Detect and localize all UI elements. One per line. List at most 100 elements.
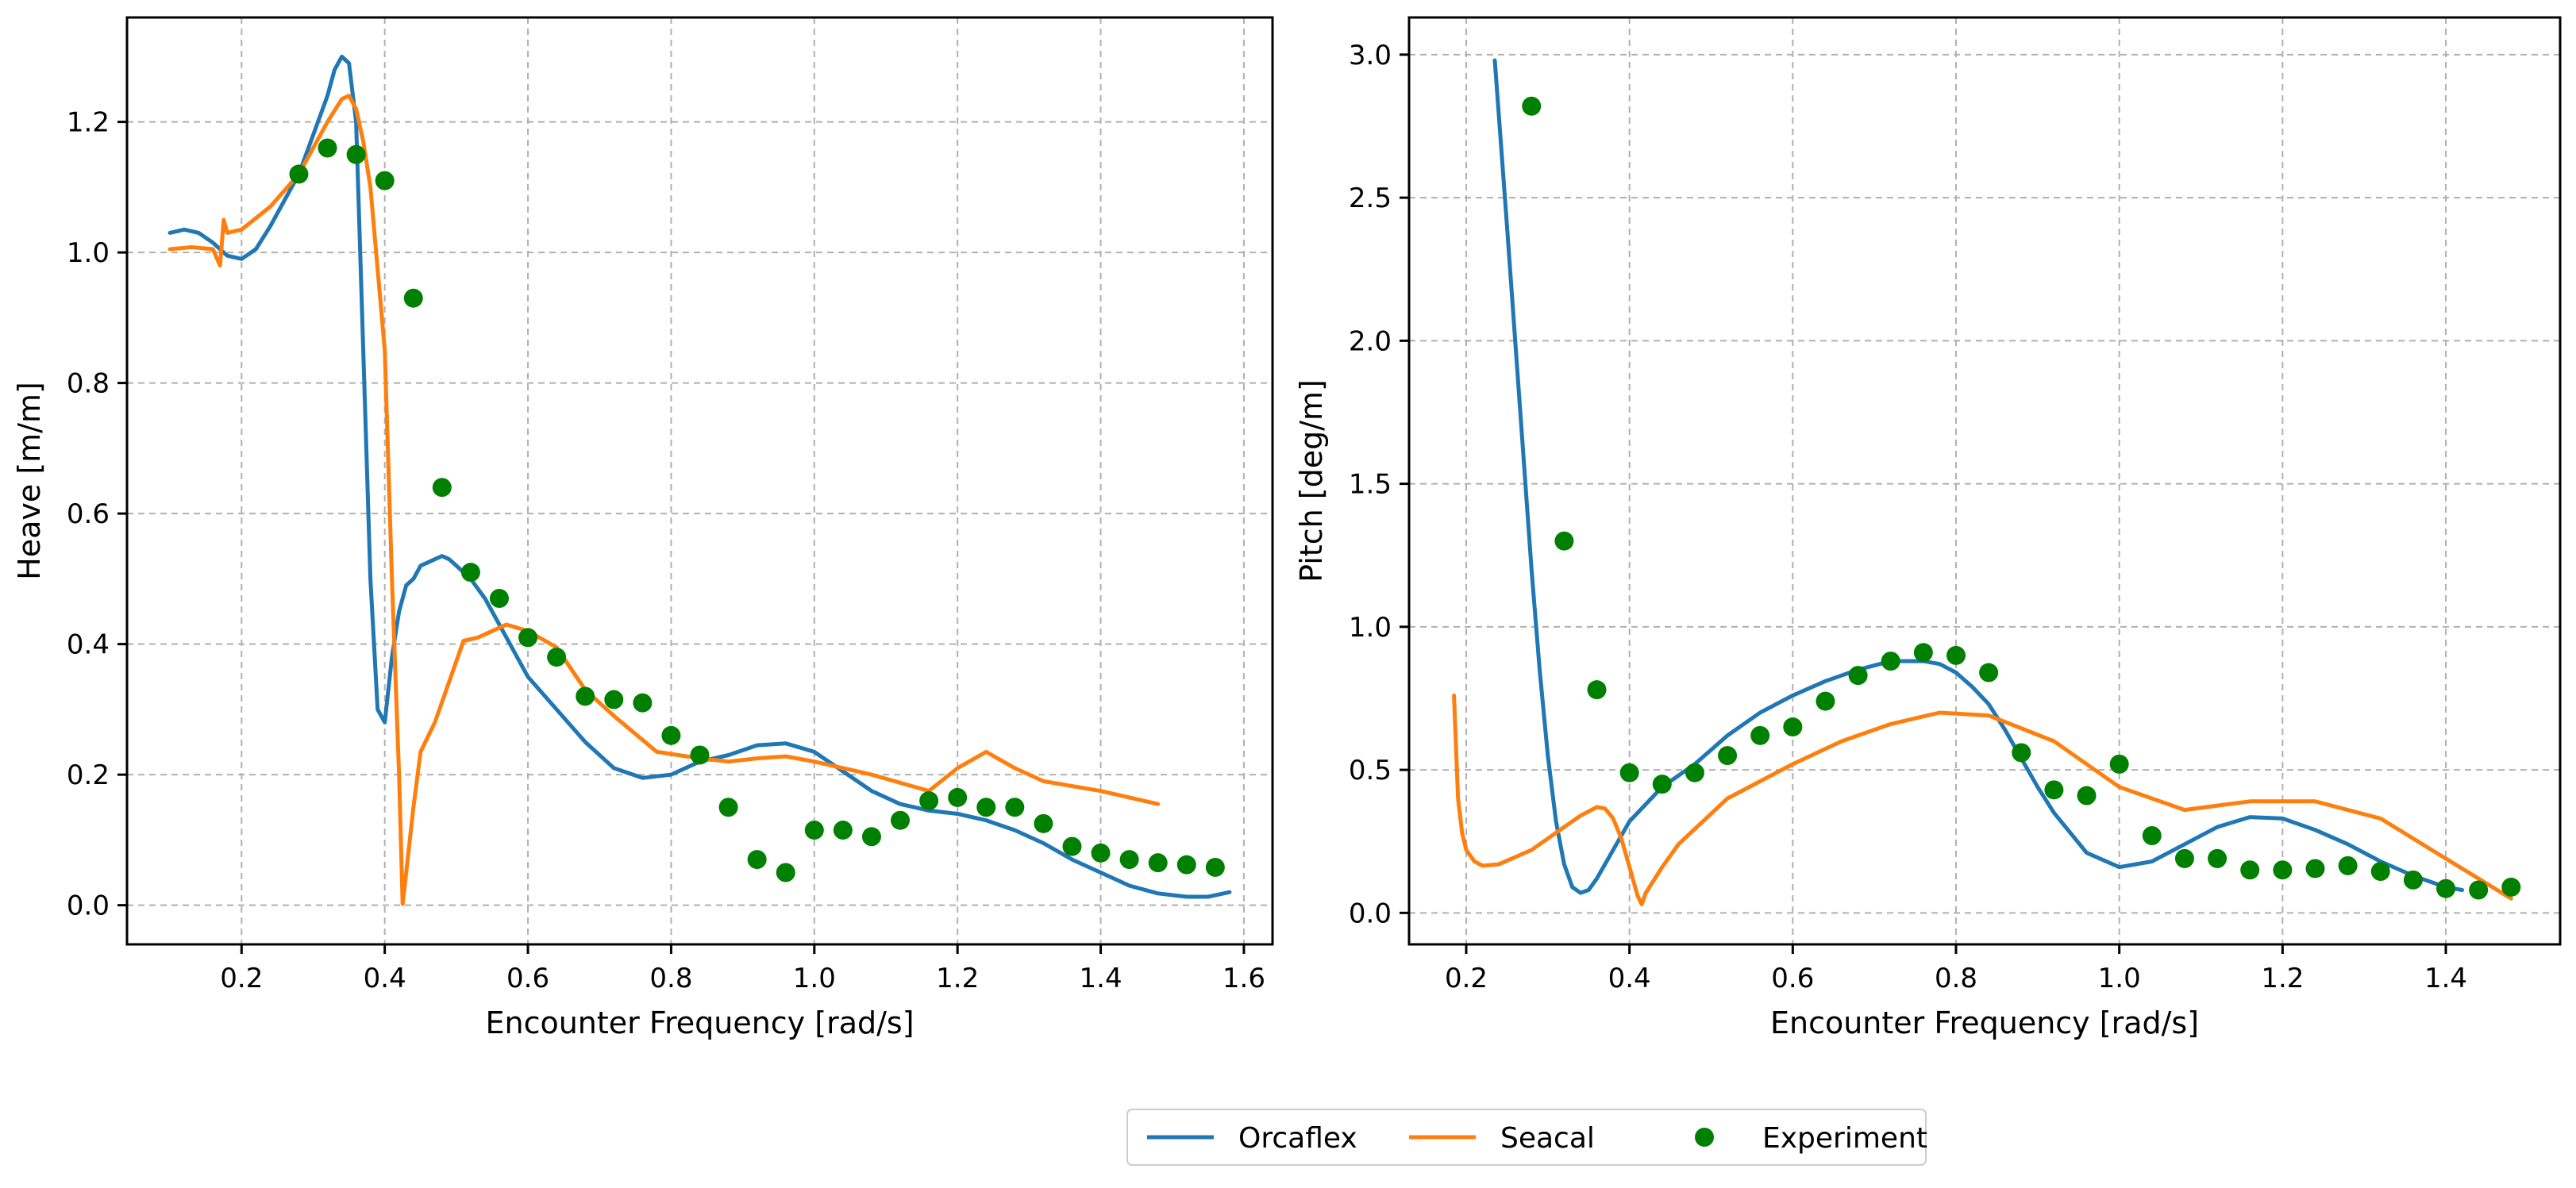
pitch-experiment-point: [2273, 860, 2293, 880]
pitch-experiment-point: [1783, 717, 1803, 737]
pitch-experiment-point: [2305, 859, 2325, 879]
heave-experiment-point: [747, 850, 767, 870]
pitch-y-axis-label: Pitch [deg/m]: [1294, 379, 1329, 582]
heave-experiment-point: [1034, 813, 1053, 833]
pitch-experiment-point: [1685, 763, 1704, 782]
heave-experiment-point: [518, 628, 538, 648]
heave-experiment-point: [576, 686, 595, 706]
heave-experiment-point: [346, 144, 366, 164]
heave-experiment-point: [690, 745, 710, 765]
pitch-x-tick-label: 0.4: [1608, 963, 1651, 994]
heave-x-tick-label: 0.6: [506, 963, 549, 994]
heave-y-tick-label: 0.8: [67, 368, 110, 400]
heave-experiment-point: [776, 863, 795, 882]
heave-experiment-point: [661, 725, 681, 745]
pitch-experiment-point: [1587, 680, 1607, 700]
heave-x-axis-label: Encounter Frequency [rad/s]: [485, 1005, 914, 1040]
heave-y-tick-label: 0.6: [67, 498, 110, 530]
pitch-y-tick-label: 2.5: [1349, 183, 1392, 214]
heave-experiment-point: [403, 288, 423, 308]
heave-x-tick-label: 0.2: [220, 963, 263, 994]
heave-experiment-point: [1062, 836, 1082, 856]
heave-experiment-point: [919, 791, 939, 811]
pitch-y-tick-label: 0.5: [1349, 755, 1392, 786]
heave-experiment-point: [460, 563, 480, 582]
heave-experiment-point: [804, 821, 824, 840]
heave-x-tick-label: 1.6: [1223, 963, 1265, 994]
heave-experiment-point: [1176, 855, 1196, 875]
heave-experiment-point: [891, 810, 911, 830]
pitch-experiment-point: [2436, 879, 2456, 898]
pitch-experiment-point: [1619, 763, 1639, 782]
pitch-x-axis-label: Encounter Frequency [rad/s]: [1770, 1005, 2199, 1040]
pitch-experiment-point: [2403, 870, 2423, 890]
pitch-series-experiment-points: [1522, 96, 2521, 900]
pitch-experiment-point: [1522, 96, 1542, 116]
heave-y-tick-label: 0.0: [67, 890, 110, 922]
pitch-x-tick-label: 1.4: [2424, 963, 2467, 994]
heave-experiment-point: [1119, 850, 1139, 870]
pitch-x-tick-label: 1.0: [2098, 963, 2141, 994]
heave-series-orcaflex-line: [167, 54, 1232, 899]
pitch-y-tick-label: 1.5: [1349, 469, 1392, 501]
pitch-experiment-point: [2208, 848, 2228, 868]
pitch-series-orcaflex-line: [1492, 58, 2465, 895]
pitch-y-tick-label: 3.0: [1349, 40, 1392, 71]
heave-y-axis-label: Heave [m/m]: [12, 382, 47, 580]
heave-x-tick-label: 0.4: [364, 963, 406, 994]
pitch-experiment-point: [2077, 786, 2097, 805]
heave-series-seacal-line: [167, 94, 1161, 906]
heave-experiment-point: [861, 827, 881, 847]
heave-x-tick-label: 1.2: [936, 963, 979, 994]
pitch-experiment-point: [2240, 860, 2260, 880]
pitch-experiment-point: [1913, 643, 1933, 663]
heave-experiment-point: [976, 798, 996, 817]
heave-x-tick-label: 1.4: [1080, 963, 1122, 994]
legend-experiment-label: Experiment: [1762, 1122, 1927, 1155]
pitch-experiment-point: [2469, 880, 2489, 900]
heave-experiment-point: [547, 648, 567, 667]
heave-x-tick-label: 1.0: [793, 963, 836, 994]
heave-experiment-point: [833, 821, 853, 840]
heave-experiment-point: [948, 787, 968, 807]
pitch-experiment-point: [1750, 725, 1770, 745]
pitch-experiment-point: [2142, 826, 2162, 846]
pitch-experiment-point: [1979, 663, 1999, 682]
heave-experiment-point: [1005, 798, 1025, 817]
heave-experiment-point: [289, 164, 309, 184]
pitch-x-tick-label: 0.8: [1935, 963, 1977, 994]
heave-plot-frame: [125, 16, 1274, 946]
legend-seacal-label: Seacal: [1500, 1122, 1595, 1155]
pitch-experiment-point: [2012, 743, 2031, 763]
pitch-experiment-point: [2109, 754, 2129, 774]
heave-panel: 0.2 0.4 0.6 0.8 1.0 1.2 1.4 1.6 0.0 0.2 0.4 0.6 0.8 1…: [12, 16, 1274, 1040]
legend-box: [1126, 1109, 1927, 1166]
heave-experiment-point: [375, 171, 395, 190]
heave-y-tick-label: 1.0: [67, 237, 110, 269]
pitch-series-seacal-line: [1452, 693, 2513, 906]
pitch-experiment-point: [1881, 652, 1900, 671]
heave-x-tick-label: 0.8: [649, 963, 692, 994]
pitch-experiment-point: [1554, 531, 1574, 551]
pitch-y-tick-label: 1.0: [1349, 612, 1392, 644]
pitch-experiment-point: [2501, 877, 2521, 897]
pitch-experiment-point: [1652, 775, 1672, 794]
heave-experiment-point: [1148, 853, 1168, 873]
pitch-y-tick-label: 2.0: [1349, 325, 1392, 357]
heave-experiment-point: [432, 478, 452, 498]
pitch-experiment-point: [2044, 780, 2064, 800]
pitch-x-tick-label: 1.2: [2261, 963, 2304, 994]
heave-y-tick-label: 1.2: [67, 107, 110, 139]
heave-experiment-point: [633, 693, 653, 713]
heave-experiment-point: [1205, 857, 1225, 877]
heave-y-tick-label: 0.2: [67, 759, 110, 791]
legend: Orcaflex Seacal Experiment: [1126, 1109, 1927, 1166]
heave-series-experiment-points: [289, 138, 1225, 882]
pitch-y-tick-label: 0.0: [1349, 898, 1392, 929]
heave-experiment-point: [318, 138, 337, 158]
legend-experiment-swatch: [1695, 1128, 1714, 1147]
pitch-experiment-point: [1848, 666, 1868, 686]
pitch-experiment-point: [1816, 691, 1835, 711]
